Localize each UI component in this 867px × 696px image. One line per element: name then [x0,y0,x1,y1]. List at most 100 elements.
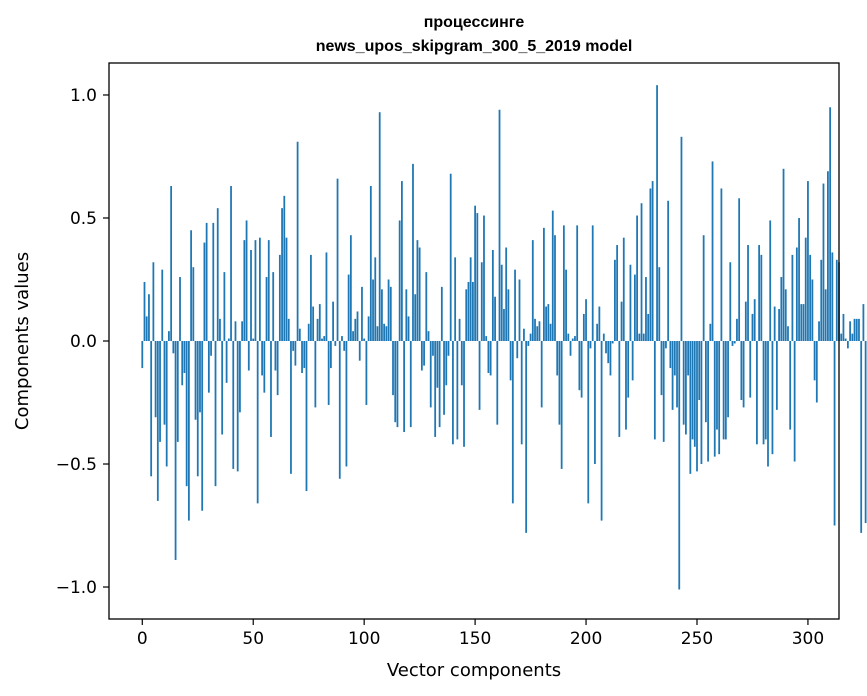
bar [196,341,199,477]
bar [412,163,414,341]
x-tick-label: 50 [242,629,264,649]
bar [145,316,148,341]
bar [665,341,667,349]
bar [758,245,761,341]
bar [538,321,541,341]
bar [753,299,756,341]
bar [159,341,161,442]
bar [527,341,530,346]
bar [401,181,403,341]
bar [687,341,690,376]
bar [336,178,339,341]
bar [574,336,576,341]
y-tick-label: −0.5 [56,455,97,475]
bar [152,262,155,341]
bar [667,200,670,341]
bar [241,321,244,341]
bar [831,252,834,341]
bar [420,341,423,371]
bar [733,341,736,344]
bar [731,341,734,346]
bar [855,318,858,341]
bar [305,341,308,492]
bar [383,323,386,341]
bar [154,341,157,418]
bar [775,341,778,410]
bar [449,173,452,341]
bar [651,181,654,341]
bar [230,186,232,341]
bar [207,341,210,393]
bar [323,336,326,341]
bar [629,264,632,341]
bar [693,341,696,447]
bar [478,341,481,410]
bar [161,269,164,341]
bar [509,341,512,381]
bar [498,109,501,342]
bar [749,341,752,398]
bar [247,341,250,371]
bar [543,227,545,341]
bar [540,341,543,408]
bar [625,341,627,430]
bar [156,341,159,501]
bar [720,188,723,341]
x-axis-label: Vector components [387,660,561,681]
bar [691,341,694,440]
bar [607,341,610,364]
bar [576,225,579,341]
bar [767,341,769,467]
bar [363,338,366,341]
bar [396,341,399,428]
bar [216,208,219,341]
bar [525,341,528,533]
bar [168,331,170,341]
bar [494,296,496,341]
bar [440,286,443,341]
bar [660,341,663,396]
bar [374,257,377,341]
bar [851,333,854,341]
bar [642,333,645,341]
bar [214,341,217,487]
bar [760,254,763,341]
bar [536,326,539,341]
bar [736,318,738,341]
bar [824,289,827,341]
bar [369,186,372,341]
bar [294,341,297,366]
bar [179,277,181,341]
bar [514,269,516,341]
bar [310,254,312,341]
chart-title-line-2: news_upos_skipgram_300_5_2019 model [316,38,633,55]
bar [569,341,572,356]
bar [631,341,634,381]
bar [531,240,534,341]
bar [199,341,201,413]
bar [176,341,179,442]
bar [611,341,614,344]
bar [722,341,725,440]
bar [520,341,523,445]
bar [614,259,616,341]
bar [447,341,450,356]
bar [239,341,241,413]
bar [818,321,820,341]
bar [704,341,707,423]
bar [727,341,729,418]
bar [549,323,552,341]
bar [860,341,863,533]
bar [645,277,647,341]
bar [307,323,310,341]
bar [500,264,503,341]
bar [518,279,521,341]
bar [587,341,590,504]
bar [762,341,765,445]
bar [356,311,359,341]
bar [744,301,747,341]
bar [789,341,792,430]
bar [267,240,270,341]
bar [547,304,550,341]
